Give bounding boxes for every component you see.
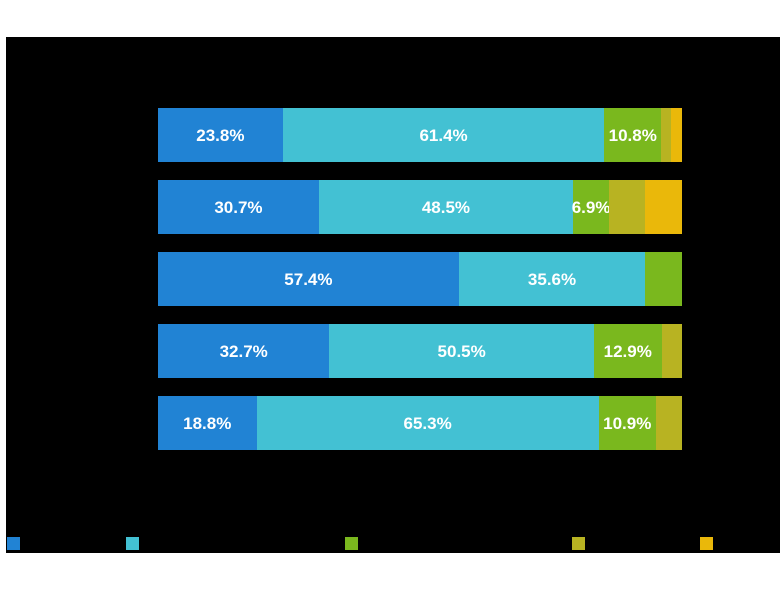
bar-segment-green: 10.8% [604, 108, 662, 162]
bar-value-label: 12.9% [603, 341, 652, 361]
bar-segment-blue: 30.7% [158, 180, 319, 234]
bar-segment-olive [661, 108, 672, 162]
bar-value-label: 35.6% [527, 269, 577, 289]
bar-segment-olive [655, 396, 682, 450]
bar-value-label: 23.8% [196, 125, 245, 145]
bar-segment-olive [661, 324, 682, 378]
bar-segment-blue: 57.4% [158, 252, 459, 306]
bar-value-label: 10.9% [603, 413, 652, 433]
bar-segment-yellow [645, 180, 682, 234]
bar-value-label: 48.5% [421, 197, 471, 217]
bar-value-label: 61.4% [419, 125, 468, 145]
bar-segment-cyan: 65.3% [256, 396, 599, 450]
bar-chart: 23.8% 61.4% 10.8% 30.7% 48.5% 6.9% 57.4% 35.6% 3… [158, 108, 682, 454]
bar-row: 57.4% 35.6% [158, 252, 682, 306]
bar-row: 18.8% 65.3% 10.9% [158, 396, 682, 450]
bar-segment-cyan: 48.5% [318, 180, 573, 234]
bar-segment-olive [609, 180, 646, 234]
bar-value-label: 30.7% [214, 197, 263, 217]
bar-value-label: 50.5% [437, 341, 486, 361]
bar-segment-cyan: 35.6% [458, 252, 646, 306]
bar-value-label: 6.9% [571, 197, 611, 217]
bar-segment-green: 10.9% [598, 396, 656, 450]
bar-row: 32.7% 50.5% 12.9% [158, 324, 682, 378]
bar-segment-green: 6.9% [571, 180, 611, 234]
bar-value-label: 65.3% [403, 413, 452, 433]
bar-segment-green: 12.9% [593, 324, 662, 378]
bar-segment-cyan: 50.5% [329, 324, 594, 378]
bar-value-label: 57.4% [284, 269, 333, 289]
bar-value-label: 18.8% [183, 413, 232, 433]
bar-segment-green [645, 252, 682, 306]
bar-segment-blue: 23.8% [158, 108, 283, 162]
bar-row: 23.8% 61.4% 10.8% [158, 108, 682, 162]
bar-row: 30.7% 48.5% 6.9% [158, 180, 682, 234]
bar-segment-blue: 18.8% [158, 396, 257, 450]
bar-value-label: 10.8% [608, 125, 657, 145]
bar-segment-blue: 32.7% [158, 324, 330, 378]
bar-segment-yellow [671, 108, 682, 162]
bar-segment-cyan: 61.4% [282, 108, 605, 162]
bar-value-label: 32.7% [219, 341, 268, 361]
